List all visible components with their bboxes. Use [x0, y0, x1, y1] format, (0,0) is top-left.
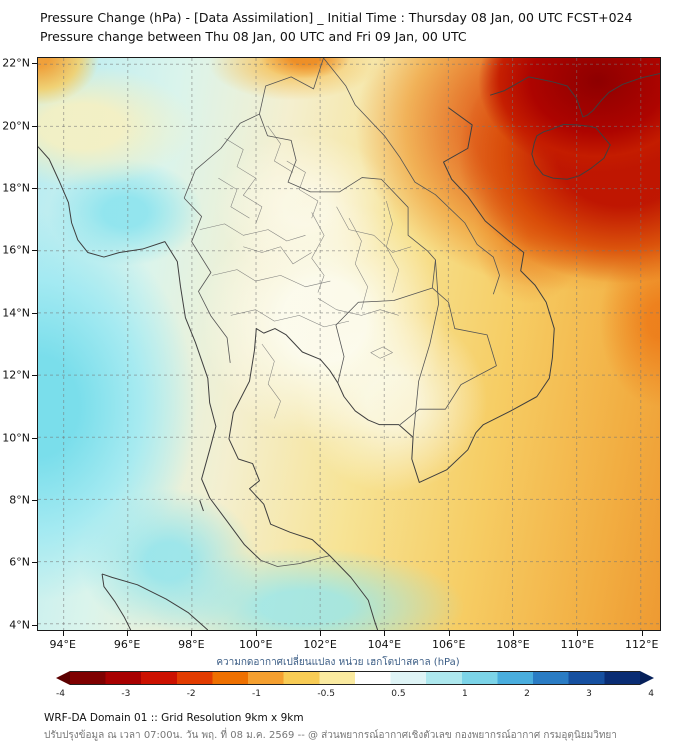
y-axis-tick-label: 18°N [2, 181, 30, 195]
y-axis-tick-label: 8°N [9, 493, 30, 507]
colorbar-tick-label: -2 [186, 689, 196, 699]
y-axis-tick-label: 22°N [2, 56, 30, 70]
x-axis-tick [384, 631, 386, 636]
y-axis-tick-label: 16°N [2, 243, 30, 257]
y-axis-tick [32, 499, 37, 501]
y-axis-tick-label: 20°N [2, 119, 30, 133]
y-axis-tick [32, 562, 37, 564]
x-axis-tick-label: 94°E [49, 638, 76, 651]
grid-layer [38, 58, 660, 630]
x-axis-tick [448, 631, 450, 636]
colorbar-tick-label: 1 [461, 689, 468, 699]
footer-domain-info: WRF-DA Domain 01 :: Grid Resolution 9km … [44, 712, 304, 724]
y-axis-tick-label: 14°N [2, 306, 30, 320]
x-axis-tick-label: 108°E [496, 638, 530, 651]
y-axis-tick-label: 12°N [2, 368, 30, 382]
colorbar-tick-label: 3 [586, 689, 592, 699]
colorbar-left-arrow [56, 671, 70, 685]
figure-title-line2: Pressure change between Thu 08 Jan, 00 U… [40, 29, 467, 45]
colorbar [56, 671, 654, 685]
y-axis-tick [32, 312, 37, 314]
colorbar-tick-label: -0.5 [317, 689, 335, 699]
y-axis-tick [32, 375, 37, 377]
map-overlay [38, 58, 660, 630]
colorbar-tick-labels: -4 -3 -2 -1 -0.5 0.5 1 2 3 4 [56, 689, 654, 699]
x-axis-tick [255, 631, 257, 636]
x-axis-tick-label: 104°E [367, 638, 402, 651]
y-axis-tick-label: 6°N [9, 555, 30, 569]
figure-title-line1: Pressure Change (hPa) - [Data Assimilati… [40, 10, 633, 25]
y-axis-tick [32, 125, 37, 127]
colorbar-tick-label: -1 [252, 689, 262, 699]
x-axis-tick [127, 631, 129, 636]
x-axis-tick-label: 100°E [238, 638, 273, 651]
x-axis-tick-label: 110°E [560, 638, 595, 651]
x-axis-tick-label: 98°E [178, 638, 205, 651]
x-axis-tick [641, 631, 643, 636]
x-axis-tick-label: 106°E [431, 638, 466, 651]
coastlines [38, 73, 660, 630]
country-borders [184, 58, 499, 567]
x-axis-tick-label: 102°E [303, 638, 337, 651]
x-axis-tick [513, 631, 515, 636]
colorbar-tick-label: 0.5 [391, 689, 406, 699]
colorbar-right-arrow [640, 671, 654, 685]
x-axis-tick [191, 631, 193, 636]
x-axis-tick [62, 631, 64, 636]
y-axis-tick [32, 188, 37, 190]
footer-update-info: ปรับปรุงข้อมูล ณ เวลา 07:00น. วัน พฤ. ที… [44, 730, 617, 741]
pressure-change-field [38, 58, 660, 630]
y-axis-tick-label: 10°N [2, 431, 30, 445]
colorbar-gradient [70, 671, 640, 685]
y-axis-tick [32, 624, 37, 626]
map-figure: 94°E 96°E 98°E 100°E 102°E 104°E 106°E 108°E 110… [2, 57, 661, 651]
province-borders [200, 127, 411, 419]
colorbar-tick-label: -3 [121, 689, 131, 699]
y-axis-tick-label: 4°N [9, 618, 30, 632]
x-axis-tick [320, 631, 322, 636]
colorbar-tick-label: 2 [524, 689, 530, 699]
x-axis-tick-label: 96°E [113, 638, 141, 651]
colorbar-tick-label: -4 [56, 689, 65, 699]
map-plot [37, 57, 661, 631]
x-axis-tick-label: 112°E [624, 638, 659, 651]
y-axis-tick [32, 437, 37, 439]
y-axis-tick [32, 63, 37, 65]
colorbar-tick-label: 4 [648, 689, 654, 699]
x-axis-tick [577, 631, 579, 636]
colorbar-title: ความกดอากาศเปลี่ยนแปลง หน่วย เฮกโตปาสคาล… [216, 657, 460, 668]
y-axis-tick [32, 250, 37, 252]
figure-titles: Pressure Change (hPa) - [Data Assimilati… [40, 8, 632, 47]
